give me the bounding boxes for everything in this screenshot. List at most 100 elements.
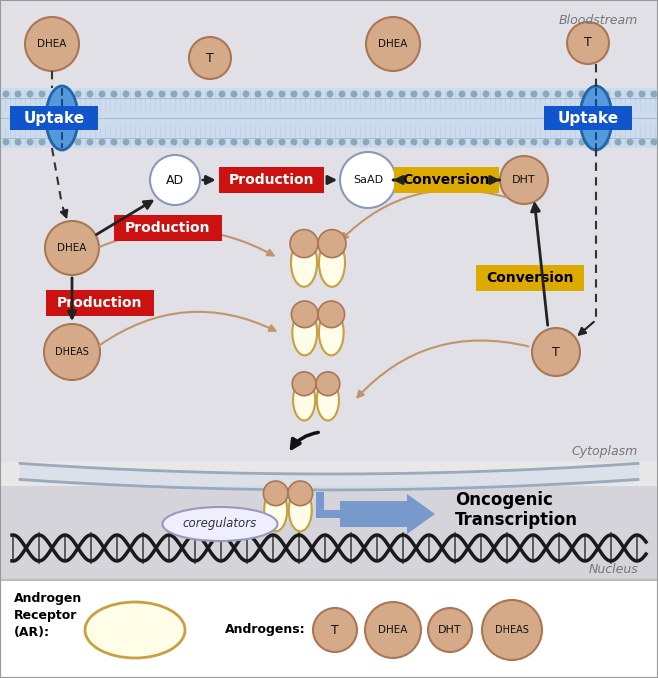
Circle shape (603, 138, 609, 146)
Circle shape (99, 138, 105, 146)
Circle shape (39, 90, 45, 98)
Bar (476, 265, 584, 291)
Circle shape (170, 138, 178, 146)
Circle shape (447, 138, 453, 146)
Text: Androgens:: Androgens: (225, 624, 305, 637)
Circle shape (578, 138, 586, 146)
Text: Androgen
Receptor
(AR):: Androgen Receptor (AR): (14, 592, 82, 639)
Circle shape (147, 90, 153, 98)
Bar (393, 167, 499, 193)
Circle shape (326, 90, 334, 98)
Circle shape (170, 90, 178, 98)
Circle shape (338, 90, 345, 98)
Circle shape (243, 138, 249, 146)
Text: SaAD: SaAD (353, 175, 383, 185)
Text: DHEA: DHEA (38, 39, 66, 49)
Circle shape (86, 90, 93, 98)
Circle shape (495, 138, 501, 146)
Circle shape (74, 138, 82, 146)
Circle shape (315, 90, 322, 98)
Circle shape (470, 90, 478, 98)
Circle shape (218, 138, 226, 146)
Circle shape (134, 90, 141, 98)
Circle shape (542, 138, 549, 146)
Bar (0, 580, 658, 678)
Text: Uptake: Uptake (557, 111, 619, 125)
Circle shape (230, 90, 238, 98)
Circle shape (428, 608, 472, 652)
Circle shape (278, 90, 286, 98)
Circle shape (567, 22, 609, 64)
Text: coregulators: coregulators (183, 517, 257, 530)
Ellipse shape (319, 239, 345, 287)
Circle shape (542, 90, 549, 98)
Text: Conversion: Conversion (402, 173, 490, 187)
Circle shape (482, 600, 542, 660)
Circle shape (626, 138, 634, 146)
Bar (0, 486, 658, 580)
Bar (219, 167, 324, 193)
Text: T: T (331, 624, 339, 637)
Circle shape (39, 138, 45, 146)
Circle shape (603, 90, 609, 98)
Circle shape (290, 138, 297, 146)
Text: DHEAS: DHEAS (495, 625, 529, 635)
Circle shape (159, 138, 166, 146)
Circle shape (182, 138, 190, 146)
Circle shape (351, 90, 357, 98)
Circle shape (363, 90, 370, 98)
Ellipse shape (265, 489, 287, 532)
Text: Cytoplasm: Cytoplasm (572, 445, 638, 458)
Ellipse shape (289, 489, 312, 532)
Circle shape (288, 481, 313, 506)
Circle shape (63, 138, 70, 146)
Circle shape (243, 90, 249, 98)
Circle shape (315, 138, 322, 146)
Circle shape (411, 138, 417, 146)
Circle shape (318, 301, 345, 327)
Circle shape (638, 138, 645, 146)
Circle shape (45, 221, 99, 275)
Circle shape (532, 328, 580, 376)
Circle shape (555, 138, 561, 146)
Circle shape (386, 90, 393, 98)
Bar (316, 492, 324, 514)
Circle shape (207, 90, 213, 98)
Circle shape (14, 138, 22, 146)
Circle shape (318, 230, 346, 258)
Circle shape (303, 90, 309, 98)
Circle shape (26, 90, 34, 98)
Circle shape (567, 138, 574, 146)
Text: AD: AD (166, 174, 184, 186)
Text: Production: Production (125, 221, 211, 235)
Circle shape (422, 138, 430, 146)
Circle shape (26, 138, 34, 146)
Ellipse shape (580, 86, 612, 150)
Ellipse shape (319, 310, 343, 355)
Circle shape (303, 138, 309, 146)
Bar (0, 0, 658, 88)
Circle shape (447, 90, 453, 98)
Circle shape (567, 90, 574, 98)
Circle shape (495, 90, 501, 98)
Text: Production: Production (57, 296, 143, 310)
Circle shape (122, 138, 130, 146)
Circle shape (507, 138, 513, 146)
Circle shape (230, 138, 238, 146)
Circle shape (615, 138, 622, 146)
Circle shape (44, 324, 100, 380)
Bar (46, 290, 154, 316)
Circle shape (374, 138, 382, 146)
Circle shape (134, 138, 141, 146)
Text: Uptake: Uptake (24, 111, 85, 125)
Circle shape (399, 90, 405, 98)
Bar (114, 215, 222, 241)
Circle shape (590, 138, 597, 146)
Bar (0, 88, 658, 148)
Ellipse shape (85, 602, 185, 658)
Circle shape (278, 138, 286, 146)
Circle shape (651, 138, 657, 146)
Circle shape (482, 90, 490, 98)
Circle shape (340, 152, 396, 208)
Circle shape (74, 90, 82, 98)
